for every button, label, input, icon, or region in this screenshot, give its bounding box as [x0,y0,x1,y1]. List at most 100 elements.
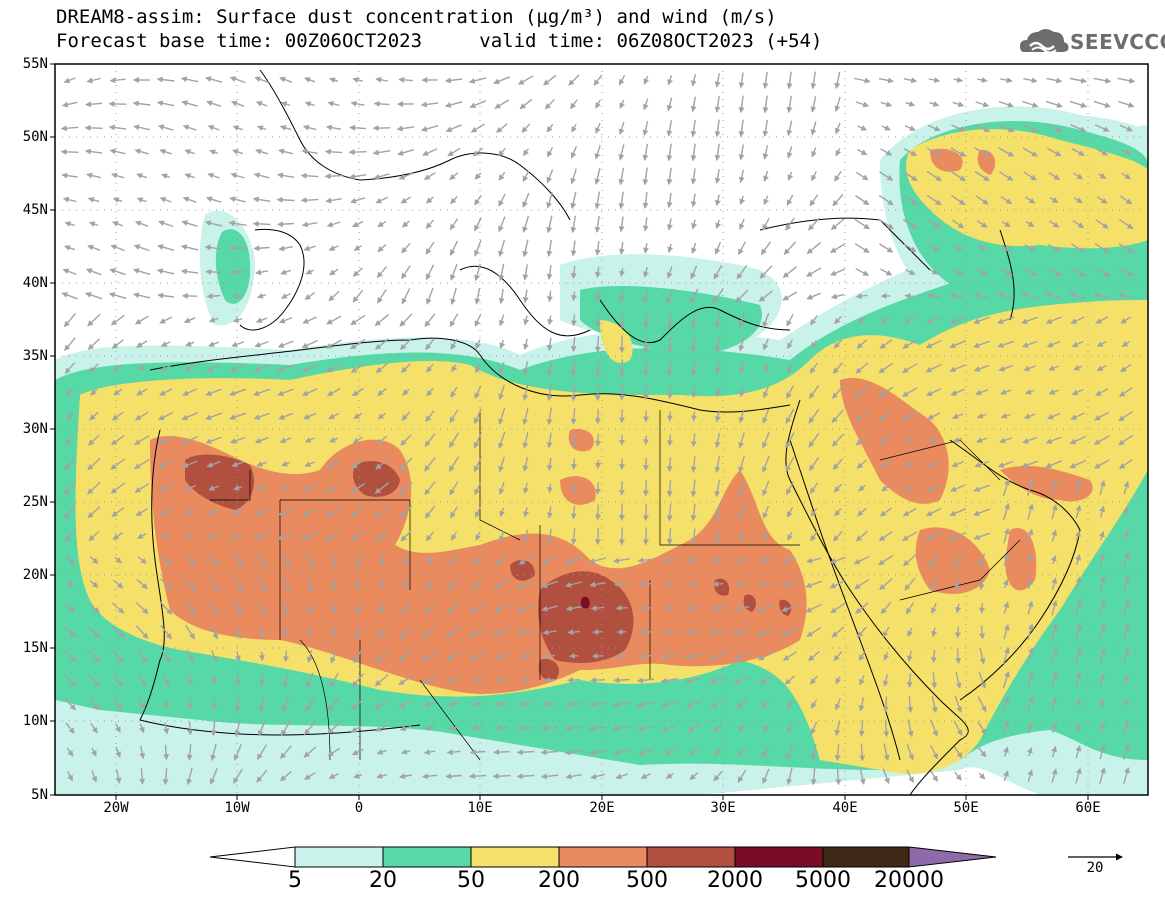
wind-arrow-icon [306,649,313,664]
wind-arrow-icon [91,770,98,783]
wind-arrow-icon [762,746,770,759]
wind-arrow-icon [1099,575,1106,592]
wind-arrow-icon [831,385,844,399]
wind-arrow-icon [999,268,1013,276]
wind-arrow-icon [690,119,697,138]
wind-arrow-icon [376,266,388,279]
wind-arrow-icon [498,361,505,375]
wind-arrow-icon [353,649,363,664]
wind-arrow-icon [732,629,751,636]
wind-arrow-icon [931,602,937,614]
wind-arrow-icon [255,100,268,107]
wind-arrow-icon [901,531,918,541]
wind-arrow-icon [738,479,745,497]
lat-label: 25N [22,494,48,510]
wind-arrow-icon [1075,744,1082,759]
wind-arrow-icon [663,748,676,756]
wind-arrow-icon [111,507,125,518]
wind-arrow-icon [588,725,607,732]
wind-arrow-icon [474,240,482,257]
wind-arrow-icon [114,556,122,564]
wind-arrow-icon [833,651,843,662]
wind-arrow-icon [162,767,169,786]
wind-arrow-icon [1000,413,1011,419]
wind-arrow-icon [89,556,99,564]
wind-arrow-icon [522,529,529,544]
wind-arrow-icon [570,168,577,185]
lat-label: 35N [22,348,48,364]
wind-arrow-icon [399,338,412,351]
wind-arrow-icon [568,652,579,659]
wind-arrow-icon [325,124,342,131]
wind-arrow-icon [594,527,601,546]
wind-arrow-icon [1119,219,1134,229]
wind-arrow-icon [905,100,916,107]
wind-arrow-icon [904,436,916,444]
wind-arrow-icon [612,557,631,564]
wind-arrow-icon [446,749,461,756]
wind-arrow-icon [712,724,724,732]
wind-arrow-icon [234,697,241,712]
colorbar-bin [734,846,824,868]
wind-arrow-icon [594,408,601,425]
wind-arrow-icon [109,268,126,276]
wind-arrow-icon [277,388,294,396]
wind-arrow-icon [714,95,721,113]
wind-arrow-icon [304,77,316,83]
wind-arrow-icon [1070,267,1087,277]
wind-arrow-icon [906,673,913,688]
wind-arrow-icon [1075,504,1082,519]
wind-arrow-icon [184,554,196,566]
wind-arrow-icon [666,456,673,472]
wind-arrow-icon [523,315,530,326]
wind-arrow-icon [259,626,266,639]
wind-arrow-icon [135,508,148,516]
wind-arrow-icon [907,695,914,714]
wind-arrow-icon [351,459,365,469]
wind-arrow-icon [953,745,963,759]
wind-arrow-icon [976,220,988,228]
wind-arrow-icon [906,602,914,615]
wind-arrow-icon [350,697,365,711]
wind-arrow-icon [139,723,145,734]
wind-arrow-icon [715,387,722,398]
wind-arrow-icon [739,195,746,206]
wind-arrow-icon [1094,267,1111,277]
wind-arrow-icon [256,552,268,568]
wind-arrow-icon [757,651,774,661]
wind-arrow-icon [881,484,891,492]
wind-arrow-icon [880,316,891,324]
wind-arrow-icon [903,243,917,253]
wind-arrow-icon [661,653,678,660]
wind-arrow-icon [1051,768,1058,783]
wind-arrow-icon [1070,412,1085,420]
wind-arrow-icon [739,218,745,231]
wind-arrow-icon [448,724,459,731]
wind-arrow-icon [186,767,193,786]
colorbar-label: 5000 [795,868,851,893]
wind-arrow-icon [87,626,101,638]
wind-arrow-icon [810,721,818,735]
wind-arrow-icon [928,244,940,252]
colorbar-label: 200 [538,868,580,893]
wind-arrow-icon [207,124,220,131]
wind-arrow-icon [301,508,318,516]
wind-arrow-icon [855,194,870,206]
lat-label: 5N [31,787,48,803]
wind-arrow-icon [1118,100,1135,108]
wind-arrow-icon [810,71,817,90]
wind-arrow-icon [642,192,649,209]
wind-arrow-icon [931,672,938,689]
wind-arrow-icon [782,266,798,278]
wind-arrow-icon [426,363,434,373]
wind-arrow-icon [325,507,342,517]
wind-arrow-icon [733,652,751,660]
wind-arrow-icon [1027,671,1034,689]
wind-arrow-icon [374,338,389,350]
wind-arrow-icon [689,748,699,756]
wind-arrow-icon [400,625,412,639]
wind-arrow-icon [377,220,387,228]
wind-arrow-icon [181,436,198,445]
wind-arrow-icon [883,651,890,661]
wind-arrow-icon [612,725,631,732]
